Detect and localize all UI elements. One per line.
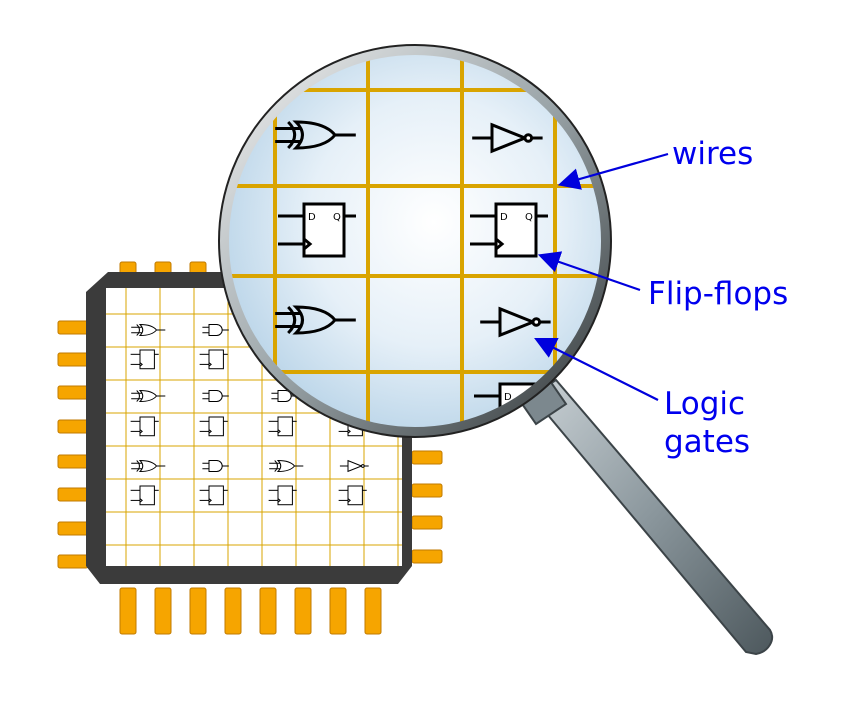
or-gate-icon (131, 323, 166, 337)
pin-d-label: D (504, 392, 512, 403)
label-flip-flops: Flip-flops (648, 276, 789, 312)
d-flip-flop-icon (130, 485, 159, 506)
d-flip-flop-icon (199, 349, 228, 370)
pin-q-label: Q (333, 212, 341, 223)
chip-pin (57, 454, 89, 469)
or-gate-icon (131, 389, 166, 403)
chip-pin (411, 483, 443, 498)
chip-pin (364, 587, 382, 635)
pin-d-label: D (308, 212, 316, 223)
chip-pin (411, 515, 443, 530)
label-gates: gates (664, 424, 751, 460)
chip-pin (224, 587, 242, 635)
or-gate-icon (275, 120, 356, 150)
chip-pins (57, 261, 443, 635)
pin-q-label: Q (525, 212, 533, 223)
or-gate-icon (275, 305, 356, 335)
arrow-logic-gates (534, 338, 659, 401)
chip-pin (259, 587, 277, 635)
magnifier-handle (516, 376, 774, 656)
chip-pin (154, 587, 172, 635)
callout-arrows (534, 152, 669, 401)
and-gate-icon (202, 390, 229, 402)
label-wires: wires (672, 136, 754, 172)
not-gate-icon (480, 306, 551, 338)
label-logic: Logic (664, 386, 746, 422)
arrow-flip-flops (537, 251, 641, 292)
d-flip-flop-icon (130, 349, 159, 370)
or-gate-icon (269, 459, 304, 473)
d-flip-flop-icon (268, 485, 297, 506)
not-gate-icon (472, 122, 543, 154)
and-gate-icon (202, 324, 229, 336)
chip-pin (57, 521, 89, 536)
or-gate-icon (131, 459, 166, 473)
d-flip-flop-icon (199, 485, 228, 506)
d-flip-flop-icon (199, 416, 228, 437)
d-flip-flop-icon (338, 485, 367, 506)
d-flip-flop-icon (268, 416, 297, 437)
chip-pin (57, 352, 89, 367)
chip-pin (189, 587, 207, 635)
pin-d-label: D (500, 212, 508, 223)
chip-pin (57, 419, 89, 434)
chip-pin (57, 385, 89, 400)
magnifier-rim (219, 45, 611, 437)
chip-pin (294, 587, 312, 635)
d-flip-flop-icon (130, 416, 159, 437)
chip-pin (57, 487, 89, 502)
chip-pin (57, 554, 89, 569)
chip-pin (411, 450, 443, 465)
not-gate-icon (339, 459, 369, 473)
chip-pin (119, 587, 137, 635)
chip-pin (57, 320, 89, 335)
arrow-wires (557, 152, 669, 190)
chip-pin (411, 549, 443, 564)
chip-pin (329, 587, 347, 635)
and-gate-icon (202, 460, 229, 472)
